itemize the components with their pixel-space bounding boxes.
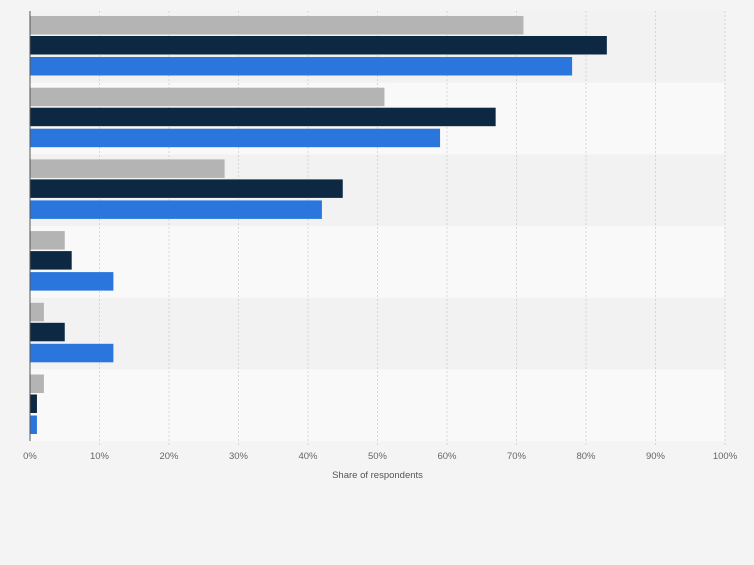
bar-series2-category5 xyxy=(30,322,65,342)
bar-series2-category2 xyxy=(30,107,496,127)
bar-series1-category3 xyxy=(30,159,225,178)
x-tick-label: 30% xyxy=(229,451,249,462)
x-axis-label: Share of respondents xyxy=(332,470,423,481)
bar-series3-category5 xyxy=(30,343,114,363)
bar-series1-category5 xyxy=(30,302,44,322)
x-tick-label: 50% xyxy=(368,451,388,462)
bar-series2-category3 xyxy=(30,179,343,198)
bar-series2-category1 xyxy=(30,36,607,55)
bar-series1-category1 xyxy=(30,16,524,35)
bar-series1-category6 xyxy=(30,374,44,393)
bar-series3-category6 xyxy=(30,415,37,434)
x-tick-label: 60% xyxy=(437,451,457,462)
bar-series1-category2 xyxy=(30,87,385,107)
x-axis-ticks: 0% 10% 20% 30% 40% 50% 60% 70% 80% 90% 100% xyxy=(23,451,738,462)
x-tick-label: 90% xyxy=(646,451,666,462)
category-bands xyxy=(30,11,725,442)
x-tick-label: 80% xyxy=(576,451,596,462)
gridlines xyxy=(99,11,726,447)
bar-series3-category2 xyxy=(30,128,441,148)
x-tick-label: 10% xyxy=(90,451,110,462)
bars xyxy=(30,16,607,434)
bar-series3-category4 xyxy=(30,272,114,291)
bar-series2-category6 xyxy=(30,394,37,413)
x-tick-label: 40% xyxy=(298,451,318,462)
x-tick-label: 20% xyxy=(159,451,179,462)
bar-series1-category4 xyxy=(30,231,65,250)
x-tick-label: 0% xyxy=(23,451,37,462)
bar-series3-category3 xyxy=(30,200,322,219)
category-band-5 xyxy=(30,297,725,370)
bar-series2-category4 xyxy=(30,251,72,270)
x-tick-label: 70% xyxy=(507,451,527,462)
category-band-6 xyxy=(30,369,725,442)
category-band-4 xyxy=(30,226,725,298)
x-tick-label: 100% xyxy=(713,451,738,462)
bar-series3-category1 xyxy=(30,57,573,76)
